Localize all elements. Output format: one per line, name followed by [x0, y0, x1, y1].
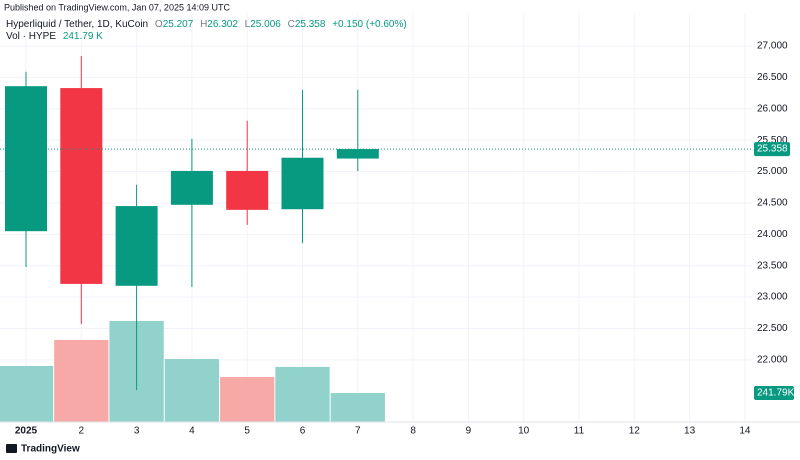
x-tick-label: 10 — [518, 426, 530, 437]
last-price-tag — [754, 142, 790, 157]
candle-body — [281, 157, 324, 210]
x-tick-label: 5 — [244, 426, 250, 437]
symbol: Hyperliquid / Tether, 1D, KuCoin — [6, 19, 148, 30]
y-tick-label: 22.500 — [757, 323, 788, 334]
volume-tag — [754, 385, 794, 400]
volume-value: 241.79 K — [63, 31, 103, 42]
y-tick-label: 26.000 — [757, 103, 788, 114]
candle-body — [115, 206, 158, 286]
ohlc-letter: O — [155, 19, 163, 30]
volume-bar — [54, 339, 109, 422]
y-tick-label: 25.000 — [757, 166, 788, 177]
y-tick-label: 23.500 — [757, 260, 788, 271]
y-tick-label: 22.000 — [757, 354, 788, 365]
footer: TradingView — [6, 444, 80, 455]
ohlc-letter: L — [245, 19, 251, 30]
symbol-header: Hyperliquid / Tether, 1D, KuCoin O25.207… — [6, 19, 407, 30]
candle-body — [336, 149, 379, 159]
ohlc-letter: C — [288, 19, 295, 30]
ohlc-value: 25.006 — [250, 19, 281, 30]
candle-body — [226, 170, 269, 210]
ohlc-value: 25.358 — [295, 19, 326, 30]
x-tick-label: 7 — [355, 426, 361, 437]
x-tick-label: 13 — [684, 426, 696, 437]
x-tick-label: 11 — [574, 426, 585, 437]
x-tick-label: 12 — [629, 426, 641, 437]
y-tick-label: 24.500 — [757, 198, 788, 209]
volume-bar — [275, 366, 330, 422]
y-tick-label: 25.500 — [757, 135, 788, 146]
x-tick-label: 6 — [300, 426, 306, 437]
x-tick-label: 8 — [410, 426, 416, 437]
x-tick-label: 14 — [739, 426, 751, 437]
volume-bar — [220, 377, 275, 422]
price-axis — [752, 14, 800, 422]
x-tick-label: 2 — [79, 426, 85, 437]
candle-body — [5, 86, 47, 232]
y-tick-label: 26.500 — [757, 72, 788, 83]
y-tick-label: 24.000 — [757, 229, 788, 240]
y-tick-label: 23.000 — [757, 292, 788, 303]
published-note: Published on TradingView.com, Jan 07, 20… — [4, 2, 230, 12]
volume-bar — [330, 392, 385, 422]
logo — [6, 444, 17, 453]
y-tick-label: 27.000 — [757, 41, 788, 52]
x-tick-label: 2025 — [15, 426, 38, 437]
x-tick-label: 4 — [189, 426, 195, 437]
volume-bar — [0, 365, 54, 422]
ohlc-value: 26.302 — [207, 19, 238, 30]
ohlc-value: 25.207 — [163, 19, 194, 30]
x-tick-label: 9 — [466, 426, 472, 437]
change: +0.150 (+0.60%) — [332, 19, 407, 30]
volume-tag-label: 241.79K — [757, 388, 795, 399]
volume-header: Vol · HYPE 241.79 K — [6, 31, 103, 42]
candle-body — [60, 88, 103, 284]
volume-bar — [164, 359, 220, 422]
last-price-label: 25.358 — [757, 144, 788, 155]
volume-title: Vol · HYPE — [6, 31, 56, 42]
brand: TradingView — [21, 444, 80, 455]
candle-body — [170, 170, 213, 205]
x-tick-label: 3 — [134, 426, 140, 437]
ohlc-letter: H — [200, 19, 207, 30]
